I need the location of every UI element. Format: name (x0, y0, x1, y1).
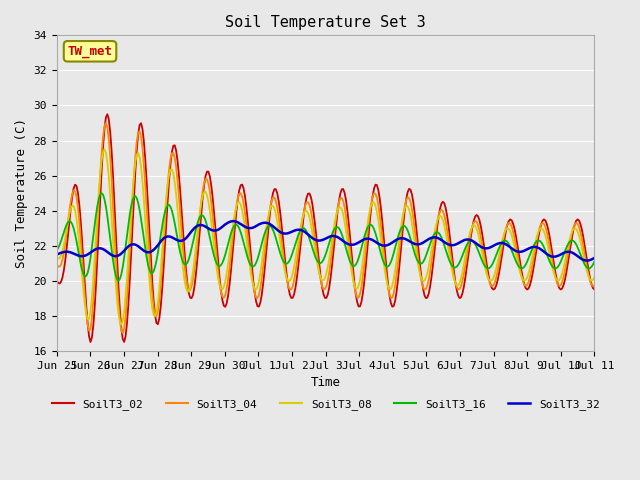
SoilT3_32 (53, 252, 61, 257)
SoilT3_16 (88, 245, 96, 251)
Line: SoilT3_08: SoilT3_08 (57, 149, 595, 324)
SoilT3_04 (119, 330, 127, 336)
SoilT3_32 (584, 258, 591, 264)
Line: SoilT3_32: SoilT3_32 (57, 221, 595, 261)
SoilT3_08 (439, 217, 447, 223)
SoilT3_16 (98, 190, 106, 196)
X-axis label: Time: Time (310, 376, 340, 389)
SoilT3_32 (331, 233, 339, 239)
SoilT3_02 (332, 221, 340, 227)
SoilT3_08 (118, 322, 125, 327)
SoilT3_08 (591, 275, 598, 280)
SoilT3_04 (589, 283, 597, 289)
SoilT3_08 (100, 146, 108, 152)
SoilT3_32 (230, 218, 237, 224)
SoilT3_04 (332, 214, 340, 220)
SoilT3_32 (591, 255, 598, 261)
SoilT3_32 (438, 237, 445, 243)
SoilT3_16 (53, 247, 61, 253)
Line: SoilT3_16: SoilT3_16 (57, 193, 595, 281)
SoilT3_02 (439, 199, 447, 204)
SoilT3_02 (86, 339, 94, 345)
SoilT3_32 (518, 249, 525, 254)
SoilT3_04 (519, 278, 527, 284)
SoilT3_04 (102, 120, 109, 126)
Legend: SoilT3_02, SoilT3_04, SoilT3_08, SoilT3_16, SoilT3_32: SoilT3_02, SoilT3_04, SoilT3_08, SoilT3_… (47, 395, 604, 415)
SoilT3_02 (104, 111, 111, 117)
Line: SoilT3_02: SoilT3_02 (57, 114, 595, 342)
SoilT3_32 (589, 256, 597, 262)
SoilT3_16 (519, 265, 527, 271)
SoilT3_08 (589, 277, 597, 283)
SoilT3_16 (332, 224, 340, 230)
Title: Soil Temperature Set 3: Soil Temperature Set 3 (225, 15, 426, 30)
SoilT3_32 (71, 252, 79, 257)
SoilT3_04 (591, 282, 598, 288)
SoilT3_02 (90, 323, 97, 329)
SoilT3_08 (332, 213, 340, 218)
SoilT3_02 (591, 287, 598, 292)
SoilT3_04 (439, 208, 447, 214)
SoilT3_08 (71, 207, 79, 213)
SoilT3_02 (589, 286, 597, 291)
SoilT3_04 (53, 262, 61, 268)
SoilT3_04 (71, 189, 79, 194)
SoilT3_16 (71, 231, 79, 237)
Text: TW_met: TW_met (68, 45, 113, 58)
SoilT3_02 (71, 182, 79, 188)
SoilT3_16 (589, 262, 597, 267)
Y-axis label: Soil Temperature (C): Soil Temperature (C) (15, 118, 28, 268)
SoilT3_02 (53, 278, 61, 284)
SoilT3_04 (88, 315, 96, 321)
SoilT3_32 (88, 249, 96, 254)
SoilT3_16 (115, 278, 122, 284)
SoilT3_16 (439, 238, 447, 244)
SoilT3_08 (88, 295, 96, 300)
Line: SoilT3_04: SoilT3_04 (57, 123, 595, 333)
SoilT3_08 (53, 254, 61, 260)
SoilT3_02 (519, 276, 527, 281)
SoilT3_16 (591, 259, 598, 264)
SoilT3_08 (519, 276, 527, 282)
